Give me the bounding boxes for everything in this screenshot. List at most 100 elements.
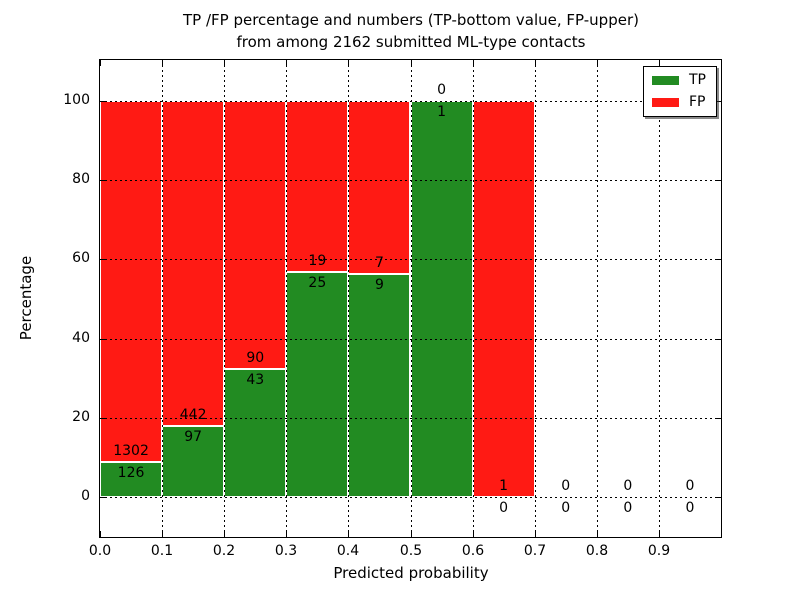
y-tick-mark — [715, 180, 721, 181]
x-tick-mark — [100, 531, 101, 537]
gridline-horizontal — [100, 497, 721, 498]
x-tick-mark — [162, 60, 163, 66]
tp-count-label: 1 — [437, 103, 446, 120]
y-tick-label: 20 — [72, 409, 90, 425]
x-tick-mark — [473, 531, 474, 537]
y-tick-mark — [715, 418, 721, 419]
fp-count-label: 0 — [561, 478, 571, 495]
x-tick-mark — [659, 531, 660, 537]
tp-count-label: 97 — [184, 428, 203, 445]
legend-swatch-tp — [652, 76, 679, 85]
legend-swatch-fp — [652, 98, 679, 107]
bar-segment-tp — [162, 425, 225, 498]
y-tick-label: 100 — [63, 92, 90, 108]
fp-count-label: 7 — [374, 255, 384, 272]
x-tick-mark — [411, 60, 412, 66]
chart-title: TP /FP percentage and numbers (TP-bottom… — [100, 9, 722, 53]
gridline-vertical — [286, 60, 287, 537]
tp-count-label: 0 — [499, 500, 509, 517]
x-tick-label: 0.4 — [336, 543, 360, 559]
x-tick-mark — [535, 60, 536, 66]
y-tick-label: 80 — [72, 171, 90, 187]
x-tick-label: 0.9 — [647, 543, 671, 559]
y-axis-label: Percentage — [17, 255, 35, 341]
fp-count-label: 1302 — [113, 443, 149, 460]
fp-count-label: 90 — [246, 350, 265, 367]
gridline-horizontal — [100, 259, 721, 260]
gridline-horizontal — [100, 339, 721, 340]
fp-count-label: 442 — [179, 406, 207, 423]
bar-segment-fp — [348, 100, 411, 275]
bar-segment-fp — [472, 100, 535, 498]
gridline-vertical — [659, 60, 660, 537]
x-tick-mark — [535, 531, 536, 537]
tp-count-label: 9 — [374, 277, 384, 294]
x-tick-label: 0.1 — [150, 543, 174, 559]
bar-segment-fp — [162, 100, 225, 426]
y-tick-mark — [715, 101, 721, 102]
y-tick-mark — [100, 259, 106, 260]
tp-count-label: 0 — [623, 500, 633, 517]
gridline-vertical — [597, 60, 598, 537]
tp-count-label: 43 — [246, 372, 265, 389]
bar-segment-fp — [100, 100, 163, 463]
x-tick-mark — [597, 531, 598, 537]
gridline-vertical — [411, 60, 412, 537]
tp-count-label: 25 — [308, 275, 327, 292]
x-tick-label: 0.6 — [461, 543, 485, 559]
x-tick-label: 0.2 — [212, 543, 236, 559]
bar-segment-tp — [410, 100, 473, 498]
gridline-horizontal — [100, 101, 721, 102]
y-tick-mark — [715, 497, 721, 498]
chart-title-line2: from among 2162 submitted ML-type contac… — [236, 33, 586, 51]
gridline-vertical — [224, 60, 225, 537]
y-tick-label: 40 — [72, 330, 90, 346]
y-tick-mark — [100, 418, 106, 419]
x-tick-mark — [286, 60, 287, 66]
gridline-horizontal — [100, 418, 721, 419]
x-tick-mark — [286, 531, 287, 537]
plot-area: TP FP 1302 126 442 97 90 43 19 25 7 9 0 1 1 0 0 0 0 0 0 0 — [99, 59, 722, 538]
x-tick-label: 0.3 — [274, 543, 298, 559]
x-tick-mark — [348, 60, 349, 66]
y-tick-mark — [100, 497, 106, 498]
x-tick-mark — [162, 531, 163, 537]
bar-segment-tp — [224, 369, 287, 498]
y-tick-mark — [715, 259, 721, 260]
fp-count-label: 0 — [685, 478, 695, 495]
legend-item-tp: TP — [652, 73, 706, 88]
x-tick-mark — [348, 531, 349, 537]
y-tick-mark — [100, 101, 106, 102]
y-tick-label: 60 — [72, 250, 90, 266]
bar-segment-tp — [348, 274, 411, 498]
x-tick-mark — [659, 60, 660, 66]
chart-title-line1: TP /FP percentage and numbers (TP-bottom… — [183, 11, 639, 29]
gridline-horizontal — [100, 180, 721, 181]
x-tick-mark — [224, 60, 225, 66]
tp-count-label: 0 — [561, 500, 571, 517]
fp-count-label: 0 — [437, 81, 446, 98]
y-tick-mark — [100, 339, 106, 340]
x-tick-label: 0.7 — [523, 543, 547, 559]
y-tick-label: 0 — [81, 488, 90, 504]
x-tick-label: 0.0 — [88, 543, 112, 559]
tp-count-label: 0 — [685, 500, 695, 517]
tp-count-label: 126 — [117, 465, 145, 482]
fp-count-label: 19 — [308, 253, 327, 270]
y-tick-mark — [100, 180, 106, 181]
gridline-vertical — [162, 60, 163, 537]
gridline-vertical — [473, 60, 474, 537]
gridline-vertical — [535, 60, 536, 537]
fp-count-label: 1 — [499, 478, 509, 495]
bar-segment-fp — [224, 100, 287, 370]
fp-count-label: 0 — [623, 478, 633, 495]
bar-segment-tp — [100, 462, 163, 498]
y-tick-mark — [715, 339, 721, 340]
bar-segment-fp — [286, 100, 349, 273]
x-tick-mark — [224, 531, 225, 537]
x-tick-mark — [473, 60, 474, 66]
x-tick-label: 0.8 — [585, 543, 609, 559]
bar-segment-tp — [286, 272, 349, 498]
x-tick-mark — [597, 60, 598, 66]
